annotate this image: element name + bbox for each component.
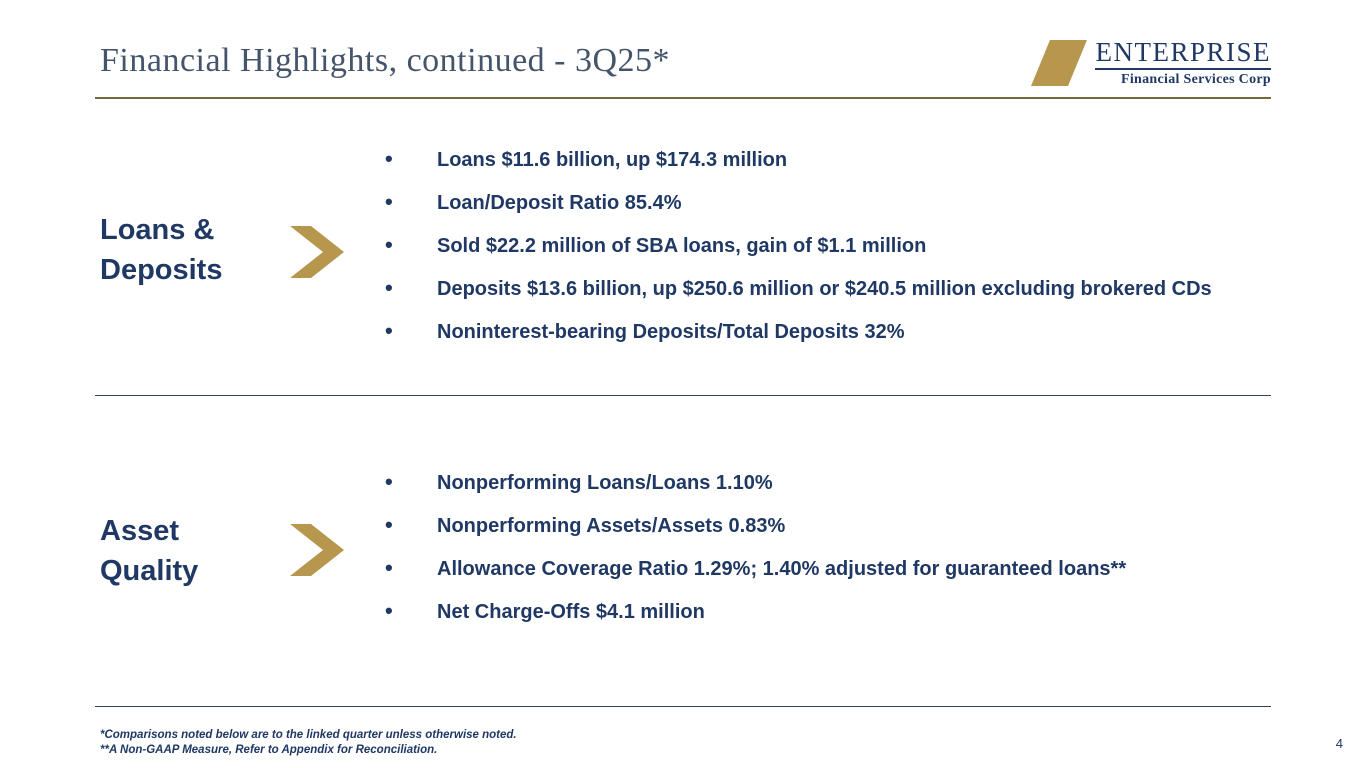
bullet-item: Loans $11.6 billion, up $174.3 million [385, 149, 1212, 170]
footnote-non-gaap: **A Non-GAAP Measure, Refer to Appendix … [100, 744, 438, 756]
bullet-item: Net Charge-Offs $4.1 million [385, 601, 1126, 622]
bullet-item: Loan/Deposit Ratio 85.4% [385, 192, 1212, 213]
logo-subtitle: Financial Services Corp [1095, 68, 1271, 88]
bullet-item: Sold $22.2 million of SBA loans, gain of… [385, 235, 1212, 256]
loans-deposits-bullet-list: Loans $11.6 billion, up $174.3 million L… [385, 149, 1212, 365]
bullet-item: Allowance Coverage Ratio 1.29%; 1.40% ad… [385, 558, 1126, 579]
chevron-right-icon [290, 524, 344, 576]
title-rule [95, 97, 1271, 99]
section-label-loans-deposits: Loans & Deposits [100, 214, 223, 286]
footnotes: *Comparisons noted below are to the link… [100, 728, 517, 758]
asset-quality-bullet-list: Nonperforming Loans/Loans 1.10% Nonperfo… [385, 472, 1126, 645]
section-divider [95, 395, 1271, 396]
logo-text: ENTERPRISE Financial Services Corp [1095, 38, 1271, 88]
company-logo: ENTERPRISE Financial Services Corp [1031, 38, 1271, 88]
bullet-item: Deposits $13.6 billion, up $250.6 millio… [385, 278, 1212, 299]
slide-title: Financial Highlights, continued - 3Q25* [100, 42, 671, 79]
bullet-item: Nonperforming Loans/Loans 1.10% [385, 472, 1126, 493]
bullet-item: Noninterest-bearing Deposits/Total Depos… [385, 321, 1212, 342]
bullet-item: Nonperforming Assets/Assets 0.83% [385, 515, 1126, 536]
logo-name: ENTERPRISE [1095, 37, 1271, 67]
footer-divider [95, 706, 1271, 707]
section-label-asset-quality: Asset Quality [100, 515, 199, 587]
page-number: 4 [1335, 736, 1343, 751]
logo-stripes-icon [1031, 40, 1088, 86]
footnote-linked-quarter: *Comparisons noted below are to the link… [100, 729, 517, 741]
chevron-right-icon [290, 226, 344, 278]
